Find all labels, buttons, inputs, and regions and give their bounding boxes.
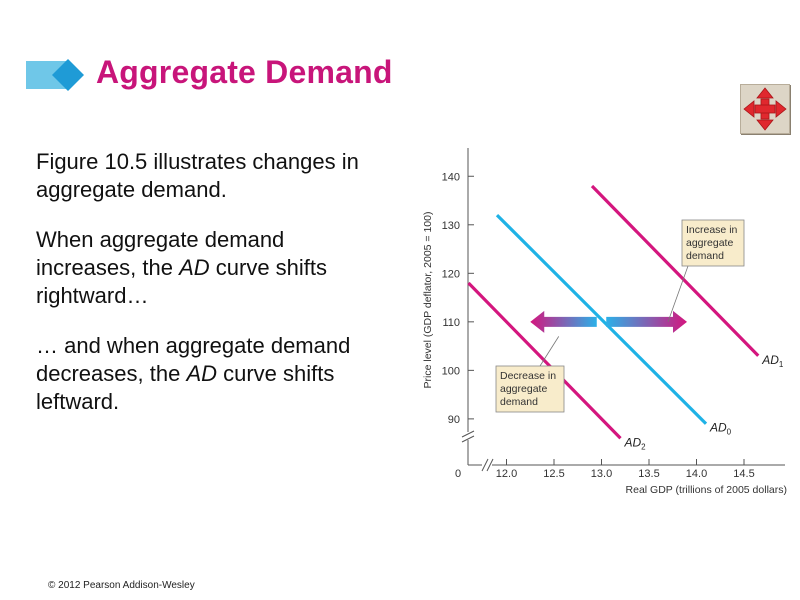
text-run: Figure 10.5 illustrates changes in aggre… — [36, 149, 359, 202]
x-tick-label: 12.0 — [496, 468, 517, 480]
series-label-ad2: AD2 — [624, 435, 647, 451]
annotation-text: demand — [686, 250, 724, 262]
y-axis-break-mark — [461, 430, 475, 438]
series-label-subscript: 1 — [779, 360, 784, 369]
body-paragraph-2: When aggregate demand increases, the AD … — [36, 226, 371, 310]
y-tick-label: 90 — [448, 414, 460, 426]
title-accent-bar — [26, 59, 84, 91]
origin-label: 0 — [455, 468, 461, 480]
y-tick-label: 140 — [442, 171, 460, 183]
text-run: AD — [186, 361, 217, 386]
text-run: When aggregate demand increases, the — [36, 227, 285, 280]
series-label-subscript: 0 — [727, 428, 732, 437]
title-diamond-icon — [52, 59, 84, 91]
annotation-text: aggregate — [686, 237, 733, 249]
y-tick-label: 100 — [442, 365, 460, 377]
annotation-leader-line — [539, 336, 560, 367]
x-axis-break-mark — [486, 458, 494, 472]
four-way-move-arrows-icon — [743, 87, 787, 131]
x-tick-label: 12.5 — [543, 468, 564, 480]
annotation-leader-line — [667, 265, 689, 322]
annotation-box — [681, 219, 745, 267]
increase-shift-arrow — [606, 310, 687, 333]
text-run: curve shifts leftward. — [36, 361, 335, 414]
text-run: … and when aggregate demand decreases, t… — [36, 333, 351, 386]
copyright-notice: © 2012 Pearson Addison-Wesley — [48, 580, 195, 591]
ad-curve-ad2 — [467, 281, 622, 440]
x-axis-break-mark — [481, 458, 489, 472]
body-paragraph-1: Figure 10.5 illustrates changes in aggre… — [36, 148, 371, 204]
body-paragraph-3: … and when aggregate demand decreases, t… — [36, 332, 371, 416]
x-tick-label: 14.5 — [733, 468, 754, 480]
move-navigation-button[interactable] — [740, 84, 790, 134]
y-tick-label: 130 — [442, 220, 460, 232]
annotation-text: aggregate — [500, 383, 547, 395]
series-label-ad0: AD0 — [709, 421, 732, 437]
y-tick-label: 120 — [442, 268, 460, 280]
body-text: Figure 10.5 illustrates changes in aggre… — [36, 148, 371, 438]
slide-title: Aggregate Demand — [96, 54, 393, 90]
series-label-main: AD — [624, 435, 642, 449]
series-label-main: AD — [761, 353, 779, 367]
text-run: curve shifts rightward… — [36, 255, 328, 308]
series-label-main: AD — [709, 421, 727, 435]
annotation-text: Increase in — [686, 224, 738, 236]
text-run: AD — [179, 255, 210, 280]
x-tick-label: 14.0 — [686, 468, 707, 480]
series-label-ad1: AD1 — [761, 353, 784, 369]
x-tick-label: 13.5 — [638, 468, 659, 480]
x-axis-label: Real GDP (trillions of 2005 dollars) — [626, 484, 787, 496]
annotation-box — [495, 365, 565, 413]
y-axis-break-mark — [461, 435, 475, 443]
ad-curve-ad1 — [590, 184, 760, 357]
ad-curve-ad0 — [495, 213, 708, 425]
decrease-shift-arrow — [530, 310, 597, 333]
series-label-subscript: 2 — [641, 442, 646, 451]
y-tick-label: 110 — [442, 317, 460, 329]
x-tick-label: 13.0 — [591, 468, 612, 480]
annotation-text: demand — [500, 396, 538, 408]
y-axis-label: Price level (GDP deflator, 2005 = 100) — [422, 212, 434, 389]
annotation-text: Decrease in — [500, 370, 556, 382]
